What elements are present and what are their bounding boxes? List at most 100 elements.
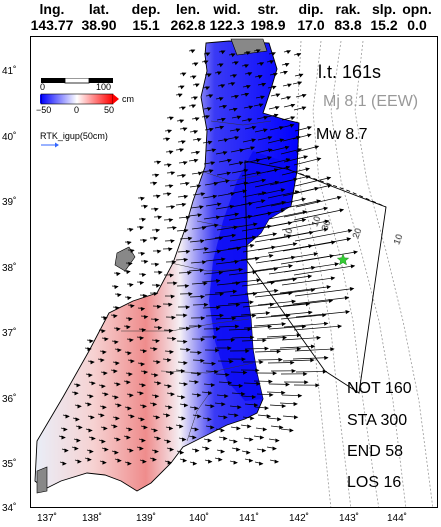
vector-head-678 [223,436,228,441]
vector-361 [292,238,351,250]
vector-head-313 [172,226,177,231]
vector-head-95 [301,93,307,98]
vector-head-145 [209,127,214,132]
vector-head-699 [246,450,251,455]
vector-head-582 [210,383,216,388]
stat-end: END 58 [347,443,404,460]
vector-head-451 [249,300,254,305]
vector-head-595 [129,393,134,398]
vector-head-691 [139,446,144,451]
vector-head-619 [194,406,199,411]
vector-246 [279,175,310,184]
elapsed-time-label: l.t. 161s [318,62,382,82]
vector-207 [268,158,290,165]
vector-head-50 [207,73,212,78]
header-name-5: str. [257,1,279,17]
vector-head-88 [208,94,214,99]
header-name-3: len. [175,1,201,17]
lon-tick-2: 139˚ [136,513,157,524]
stat-sta: STA 300 [347,412,408,429]
vector-head-35 [259,62,265,66]
colorbar-legend: 0 100 cm −50 0 50 [36,78,134,118]
vector-head-297 [215,215,221,220]
vector-472 [255,314,290,319]
vector-head-512 [316,335,321,340]
vector-head-700 [261,448,267,453]
vector-358 [257,243,297,251]
vector-head-468 [219,313,224,318]
boundary-1 [200,170,262,182]
vector-head-53 [247,72,253,76]
vector-head-169 [279,138,285,143]
vector-head-525 [215,348,220,353]
boundary-4 [121,318,250,332]
lat-tick-6: 35˚ [2,459,17,470]
vector-head-465 [171,315,176,320]
vector-473 [270,311,312,317]
vector-530 [269,348,301,351]
header-name-2: dep. [131,1,161,17]
vector-head-701 [272,446,277,451]
vector-head-664 [289,428,294,433]
vector-492 [268,325,306,330]
lon-tick-4: 141˚ [239,513,260,524]
vector-head-554 [88,373,93,378]
vector-head-330 [142,238,148,243]
vector-head-713 [182,458,188,463]
vector-head-538 [130,359,135,364]
vector-head-519 [127,351,132,356]
vector-head-711 [152,457,157,462]
vector-head-528 [264,346,269,351]
vector-head-568 [291,369,296,374]
vector-433 [244,290,278,295]
vector-head-426 [153,291,159,296]
vector-head-285 [337,195,342,200]
vector-head-56 [283,70,288,75]
vector-head-610 [77,404,82,409]
vector-head-108 [222,105,228,109]
vector-head-650 [103,426,108,431]
vector-head-621 [221,402,226,407]
lat-tick-3: 38˚ [2,263,17,274]
vector-head-107 [206,107,212,112]
vector-head-509 [262,338,267,343]
vector-head-527 [245,349,250,354]
vector-head-588 [304,380,309,385]
vector-head-361 [346,237,352,242]
vector-head-303 [323,206,329,211]
vector-262 [242,192,266,198]
vector-head-314 [183,228,189,233]
vector-head-714 [192,461,198,466]
vector-head-367 [128,262,133,267]
vector-head-424 [127,296,132,301]
vector-head-584 [238,383,244,389]
vector-head-146 [219,125,225,130]
vector-head-446 [168,302,173,307]
contour-label-2: 20 [350,227,363,240]
vector-head-110 [248,105,254,110]
vector-head-662 [262,427,268,432]
vector-head-480 [116,327,121,332]
vector-head-573 [91,381,96,386]
vector-head-281 [260,199,266,204]
vector-318 [231,223,257,229]
vector-head-580 [183,382,189,387]
vector-head-255 [156,194,161,199]
vector-head-433 [274,288,279,293]
vector-431 [214,290,237,294]
vector-head-334 [200,239,205,244]
vector-head-483 [157,325,163,331]
vector-head-640 [223,415,228,420]
vector-378 [270,253,318,262]
lon-tick-3: 140˚ [189,513,210,524]
vector-head-656 [179,424,184,429]
vector-head-694 [179,450,185,455]
vector-head-332 [170,239,175,244]
vector-head-189 [297,148,303,153]
vector-head-128 [236,115,242,120]
vector-head-670 [116,437,121,442]
vector-226 [266,166,290,173]
vector-head-639 [207,417,212,422]
vector-head-674 [166,439,172,444]
vector-398 [283,263,339,273]
